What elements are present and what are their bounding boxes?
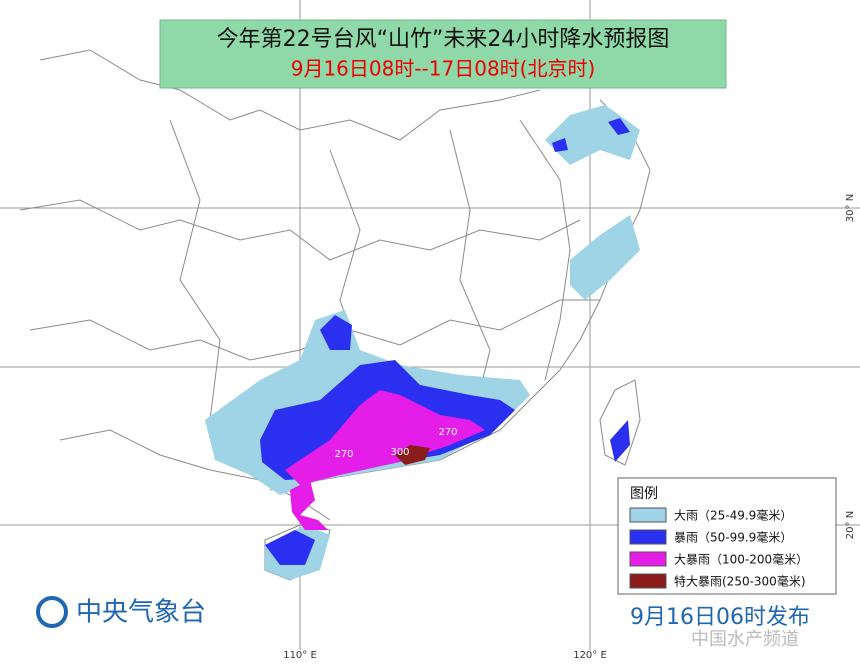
- legend-label: 特大暴雨(250-300毫米): [674, 574, 806, 589]
- legend-title: 图例: [630, 486, 658, 502]
- contour-labels: 270 300 270: [334, 427, 457, 460]
- legend: 图例 大雨（25-49.9毫米） 暴雨（50-99.9毫米） 大暴雨（100-200…: [617, 477, 837, 595]
- title-box: [159, 19, 727, 89]
- rain-areas: [205, 105, 640, 580]
- grid-label: 110° E: [283, 650, 317, 661]
- contour-label: 300: [390, 447, 409, 458]
- rain-area: [395, 445, 430, 465]
- watermark: 中国水产频道: [691, 629, 799, 650]
- logo: [36, 596, 68, 628]
- rain-area: [608, 118, 630, 135]
- issued: 9月16日06时发布: [630, 605, 810, 630]
- grid-label: 120° E: [573, 650, 607, 661]
- subtitle: 9月16日08时--17日08时(北京时): [291, 57, 596, 81]
- grid-label: 30° N: [845, 194, 856, 222]
- legend-label: 暴雨（50-99.9毫米）: [674, 530, 792, 545]
- legend-swatch: [629, 573, 667, 589]
- rain-area: [285, 390, 485, 485]
- rain-area: [570, 215, 640, 300]
- contour-label: 270: [334, 449, 353, 460]
- rain-area: [265, 530, 315, 565]
- rain-area: [320, 315, 352, 350]
- legend-label: 大雨（25-49.9毫米）: [674, 508, 792, 523]
- agency: 中央气象台: [76, 598, 206, 628]
- rain-area: [290, 480, 328, 530]
- legend-swatch: [629, 507, 667, 523]
- grid-label: 20° N: [845, 511, 856, 539]
- title: 今年第22号台风“山竹”未来24小时降水预报图: [217, 27, 670, 52]
- rain-area: [552, 138, 568, 152]
- contour-label: 270: [438, 427, 457, 438]
- legend-swatch: [629, 529, 667, 545]
- legend-swatch: [629, 551, 667, 567]
- rain-area: [610, 420, 630, 462]
- legend-label: 大暴雨（100-200毫米）: [674, 552, 808, 567]
